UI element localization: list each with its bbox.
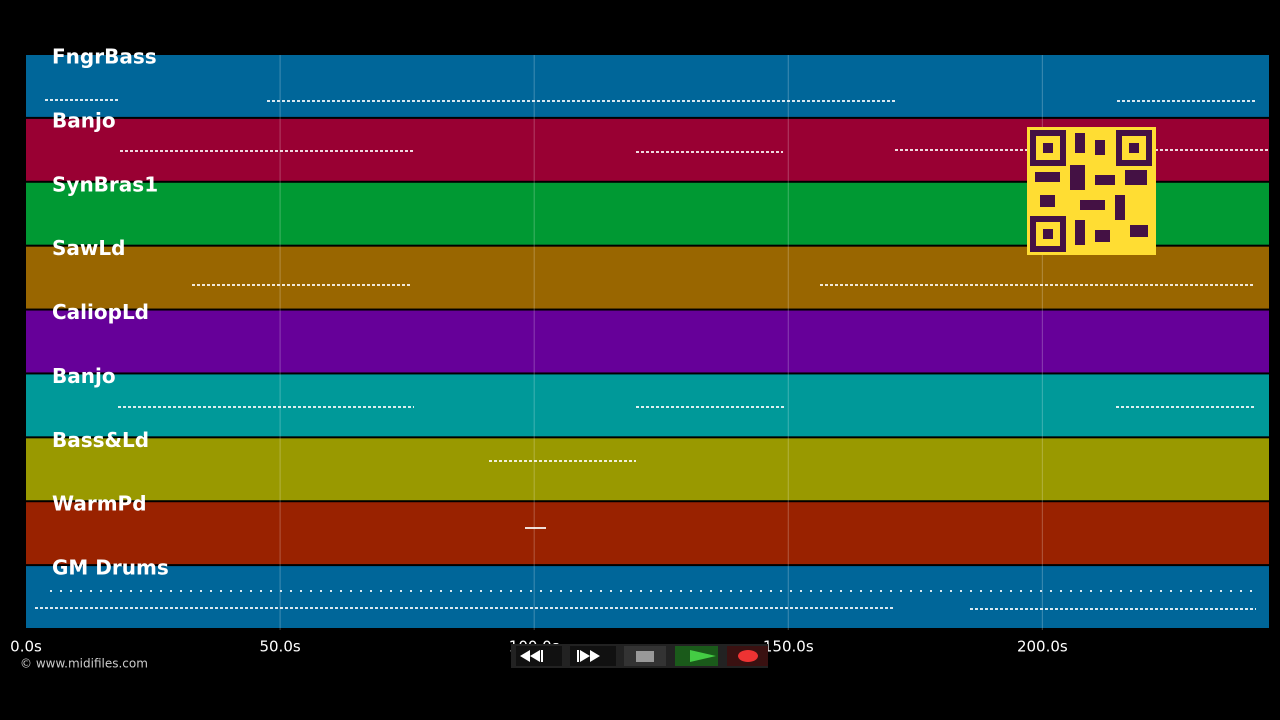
qr-finder [1043, 143, 1053, 153]
track-lane [26, 246, 1269, 309]
track-name: SawLd [52, 236, 125, 260]
track-lane [26, 310, 1269, 373]
qr-finder [1129, 143, 1139, 153]
track-labels: FngrBass Banjo SynBras1 SawLd CaliopLd Banjo B… [52, 45, 169, 580]
x-tick-label: 0.0s [10, 638, 42, 656]
track-lane [26, 502, 1269, 565]
record-button[interactable] [727, 646, 768, 666]
track-lane [26, 566, 1269, 628]
track-lane [26, 374, 1269, 437]
track-name: SynBras1 [52, 172, 158, 196]
rewind-button[interactable] [516, 646, 562, 666]
track-name: Banjo [52, 364, 116, 388]
track-name: Bass&Ld [52, 428, 149, 452]
track-name: FngrBass [52, 45, 157, 69]
transport-controls [511, 644, 768, 668]
qr-finder [1116, 130, 1152, 166]
forward-button[interactable] [570, 646, 616, 666]
track-lane [26, 55, 1269, 117]
stop-button[interactable] [624, 646, 666, 666]
track-lane [26, 438, 1269, 501]
track-name: Banjo [52, 108, 116, 132]
track-name: WarmPd [52, 492, 147, 516]
qr-finder [1030, 216, 1066, 252]
play-button[interactable] [675, 646, 718, 666]
qr-modules [1035, 133, 1148, 245]
track-name: CaliopLd [52, 300, 149, 324]
qr-finder [1030, 130, 1066, 166]
x-tick-label: 50.0s [259, 638, 300, 656]
credit: © www.midifiles.com [20, 657, 148, 671]
qr-finder [1043, 229, 1053, 239]
qr-code [1027, 127, 1156, 255]
x-tick-label: 150.0s [763, 638, 814, 656]
x-tick-label: 200.0s [1017, 638, 1068, 656]
track-name: GM Drums [52, 556, 169, 580]
